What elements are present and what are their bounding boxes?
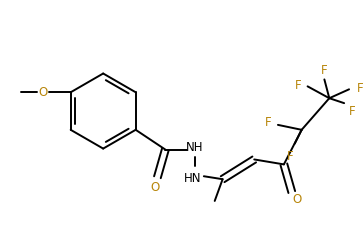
- Text: NH: NH: [186, 141, 204, 154]
- Text: F: F: [286, 150, 293, 163]
- Text: O: O: [38, 86, 48, 99]
- Text: F: F: [349, 105, 355, 117]
- Text: O: O: [292, 194, 301, 207]
- Text: HN: HN: [184, 172, 202, 185]
- Text: O: O: [151, 181, 160, 194]
- Text: F: F: [265, 116, 272, 129]
- Text: F: F: [321, 64, 328, 77]
- Text: F: F: [294, 79, 301, 92]
- Text: F: F: [357, 82, 363, 95]
